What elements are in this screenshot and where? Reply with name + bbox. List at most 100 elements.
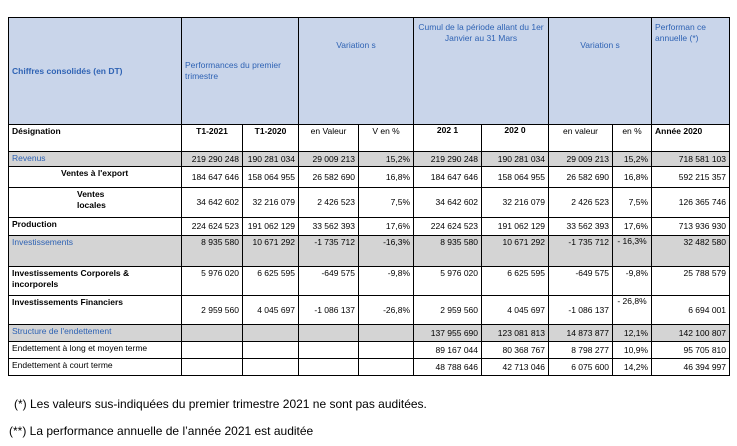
row-label: Ventes locales [8, 187, 182, 218]
cell-value: 4 045 697 [481, 295, 550, 325]
cell-value: 6 075 600 [548, 358, 614, 376]
cell-value: 29 009 213 [298, 151, 360, 167]
cell-value: -649 575 [298, 266, 360, 296]
empty-cell [298, 324, 360, 342]
cumul-2021-label: 202 1 [413, 124, 483, 152]
table-row: Investissements Corporels & incorporels … [8, 266, 731, 296]
cell-value: 14,2% [612, 358, 653, 376]
cell-value: -1 735 712 [548, 235, 614, 267]
table-row: Investissements 8 935 580 10 671 292 -1 … [8, 235, 731, 267]
cell-value: 10,9% [612, 341, 653, 359]
empty-cell [358, 341, 415, 359]
cell-value: 718 581 103 [651, 151, 731, 167]
cell-value: 4 045 697 [241, 295, 300, 325]
empty-cell [241, 341, 300, 359]
row-label: Investissements Corporels & incorporels [8, 266, 182, 296]
table-row: Endettement à court terme 48 788 646 42 … [8, 358, 731, 376]
cell-value: 191 062 129 [481, 217, 550, 236]
cell-value: 14 873 877 [548, 324, 614, 342]
cell-value: 6 625 595 [241, 266, 300, 296]
row-label: Investissements [8, 235, 182, 267]
cell-value: 80 368 767 [481, 341, 550, 359]
row-label: Ventes à l'export [8, 166, 182, 188]
cell-value: 184 647 646 [181, 166, 243, 188]
cell-value: 95 705 810 [651, 341, 731, 359]
cell-value: 2 959 560 [413, 295, 483, 325]
empty-cell [181, 341, 243, 359]
cell-value: 10 671 292 [241, 235, 300, 267]
cell-value: 190 281 034 [241, 151, 300, 167]
row-label: Structure de l'endettement [8, 324, 182, 342]
cell-value: 158 064 955 [481, 166, 550, 188]
cell-value: 219 290 248 [181, 151, 243, 167]
table-row: Production 224 624 523 191 062 129 33 56… [8, 217, 731, 236]
cell-value: 15,2% [358, 151, 415, 167]
row-label: Endettement à court terme [8, 358, 182, 376]
cell-value: 6 694 001 [651, 295, 731, 325]
table-row: Ventes à l'export 184 647 646 158 064 95… [8, 166, 731, 188]
v-en-pct-label: V en % [358, 124, 415, 152]
footnote-1: (*) Les valeurs sus-indiquées du premier… [14, 397, 427, 411]
cell-value: 8 798 277 [548, 341, 614, 359]
cell-value: 142 100 807 [651, 324, 731, 342]
empty-cell [181, 324, 243, 342]
row-label: Endettement à long et moyen terme [8, 341, 182, 359]
cell-value: 32 216 079 [481, 187, 550, 218]
cell-value: 123 081 813 [481, 324, 550, 342]
cell-value: 592 215 357 [651, 166, 731, 188]
cell-value: 25 788 579 [651, 266, 731, 296]
cell-value: -1 735 712 [298, 235, 360, 267]
cell-value: 224 624 523 [181, 217, 243, 236]
cell-value: 16,8% [612, 166, 653, 188]
row-label: Investissements Financiers [8, 295, 182, 325]
cell-value: - 16,3% [612, 235, 653, 267]
cell-value: 219 290 248 [413, 151, 483, 167]
cell-value: -1 086 137 [298, 295, 360, 325]
table-row: Investissements Financiers 2 959 560 4 0… [8, 295, 731, 325]
cell-value: -9,8% [612, 266, 653, 296]
footnote-2: (**) La performance annuelle de l’année … [9, 424, 314, 438]
annee-2020-label: Année 2020 [651, 124, 731, 152]
financial-table: Chiffres consolidés (en DT) Performances… [8, 17, 731, 376]
table-row: Ventes locales 34 642 602 32 216 079 2 4… [8, 187, 731, 218]
cell-value: 26 582 690 [548, 166, 614, 188]
cell-value: 5 976 020 [181, 266, 243, 296]
cell-value: 713 936 930 [651, 217, 731, 236]
subheader-row: Désignation T1-2021 T1-2020 en Valeur V … [8, 124, 731, 152]
cell-value: -26,8% [358, 295, 415, 325]
cell-value: 2 959 560 [181, 295, 243, 325]
cell-value: -1 086 137 [548, 295, 614, 325]
empty-cell [298, 341, 360, 359]
cell-value: 16,8% [358, 166, 415, 188]
cell-value: 7,5% [358, 187, 415, 218]
en-valeur2-label: en valeur [548, 124, 614, 152]
header-variations-1: Variation s [298, 17, 415, 125]
cell-value: 42 713 046 [481, 358, 550, 376]
cell-value: 32 216 079 [241, 187, 300, 218]
header-performance-annuelle: Performan ce annuelle (*) [651, 17, 731, 125]
cell-value: 33 562 393 [298, 217, 360, 236]
empty-cell [358, 358, 415, 376]
cell-value: 137 955 690 [413, 324, 483, 342]
table-row: Endettement à long et moyen terme 89 167… [8, 341, 731, 359]
cell-value: - 26,8% [612, 295, 653, 325]
header-row: Chiffres consolidés (en DT) Performances… [8, 17, 731, 125]
cell-value: 126 365 746 [651, 187, 731, 218]
cell-value: 48 788 646 [413, 358, 483, 376]
header-performances: Performances du premier trimestre [180, 17, 300, 125]
en-valeur-label: en Valeur [298, 124, 360, 152]
row-label: Revenus [8, 151, 182, 167]
cell-value: 26 582 690 [298, 166, 360, 188]
cumul-2020-label: 202 0 [481, 124, 550, 152]
cell-value: -9,8% [358, 266, 415, 296]
cell-value: 17,6% [612, 217, 653, 236]
cell-value: -649 575 [548, 266, 614, 296]
empty-cell [358, 324, 415, 342]
row-label: Production [8, 217, 182, 236]
cell-value: -16,3% [358, 235, 415, 267]
t1-2021-label: T1-2021 [181, 124, 243, 152]
empty-cell [241, 358, 300, 376]
cell-value: 191 062 129 [241, 217, 300, 236]
cell-value: 15,2% [612, 151, 653, 167]
t1-2020-label: T1-2020 [241, 124, 300, 152]
